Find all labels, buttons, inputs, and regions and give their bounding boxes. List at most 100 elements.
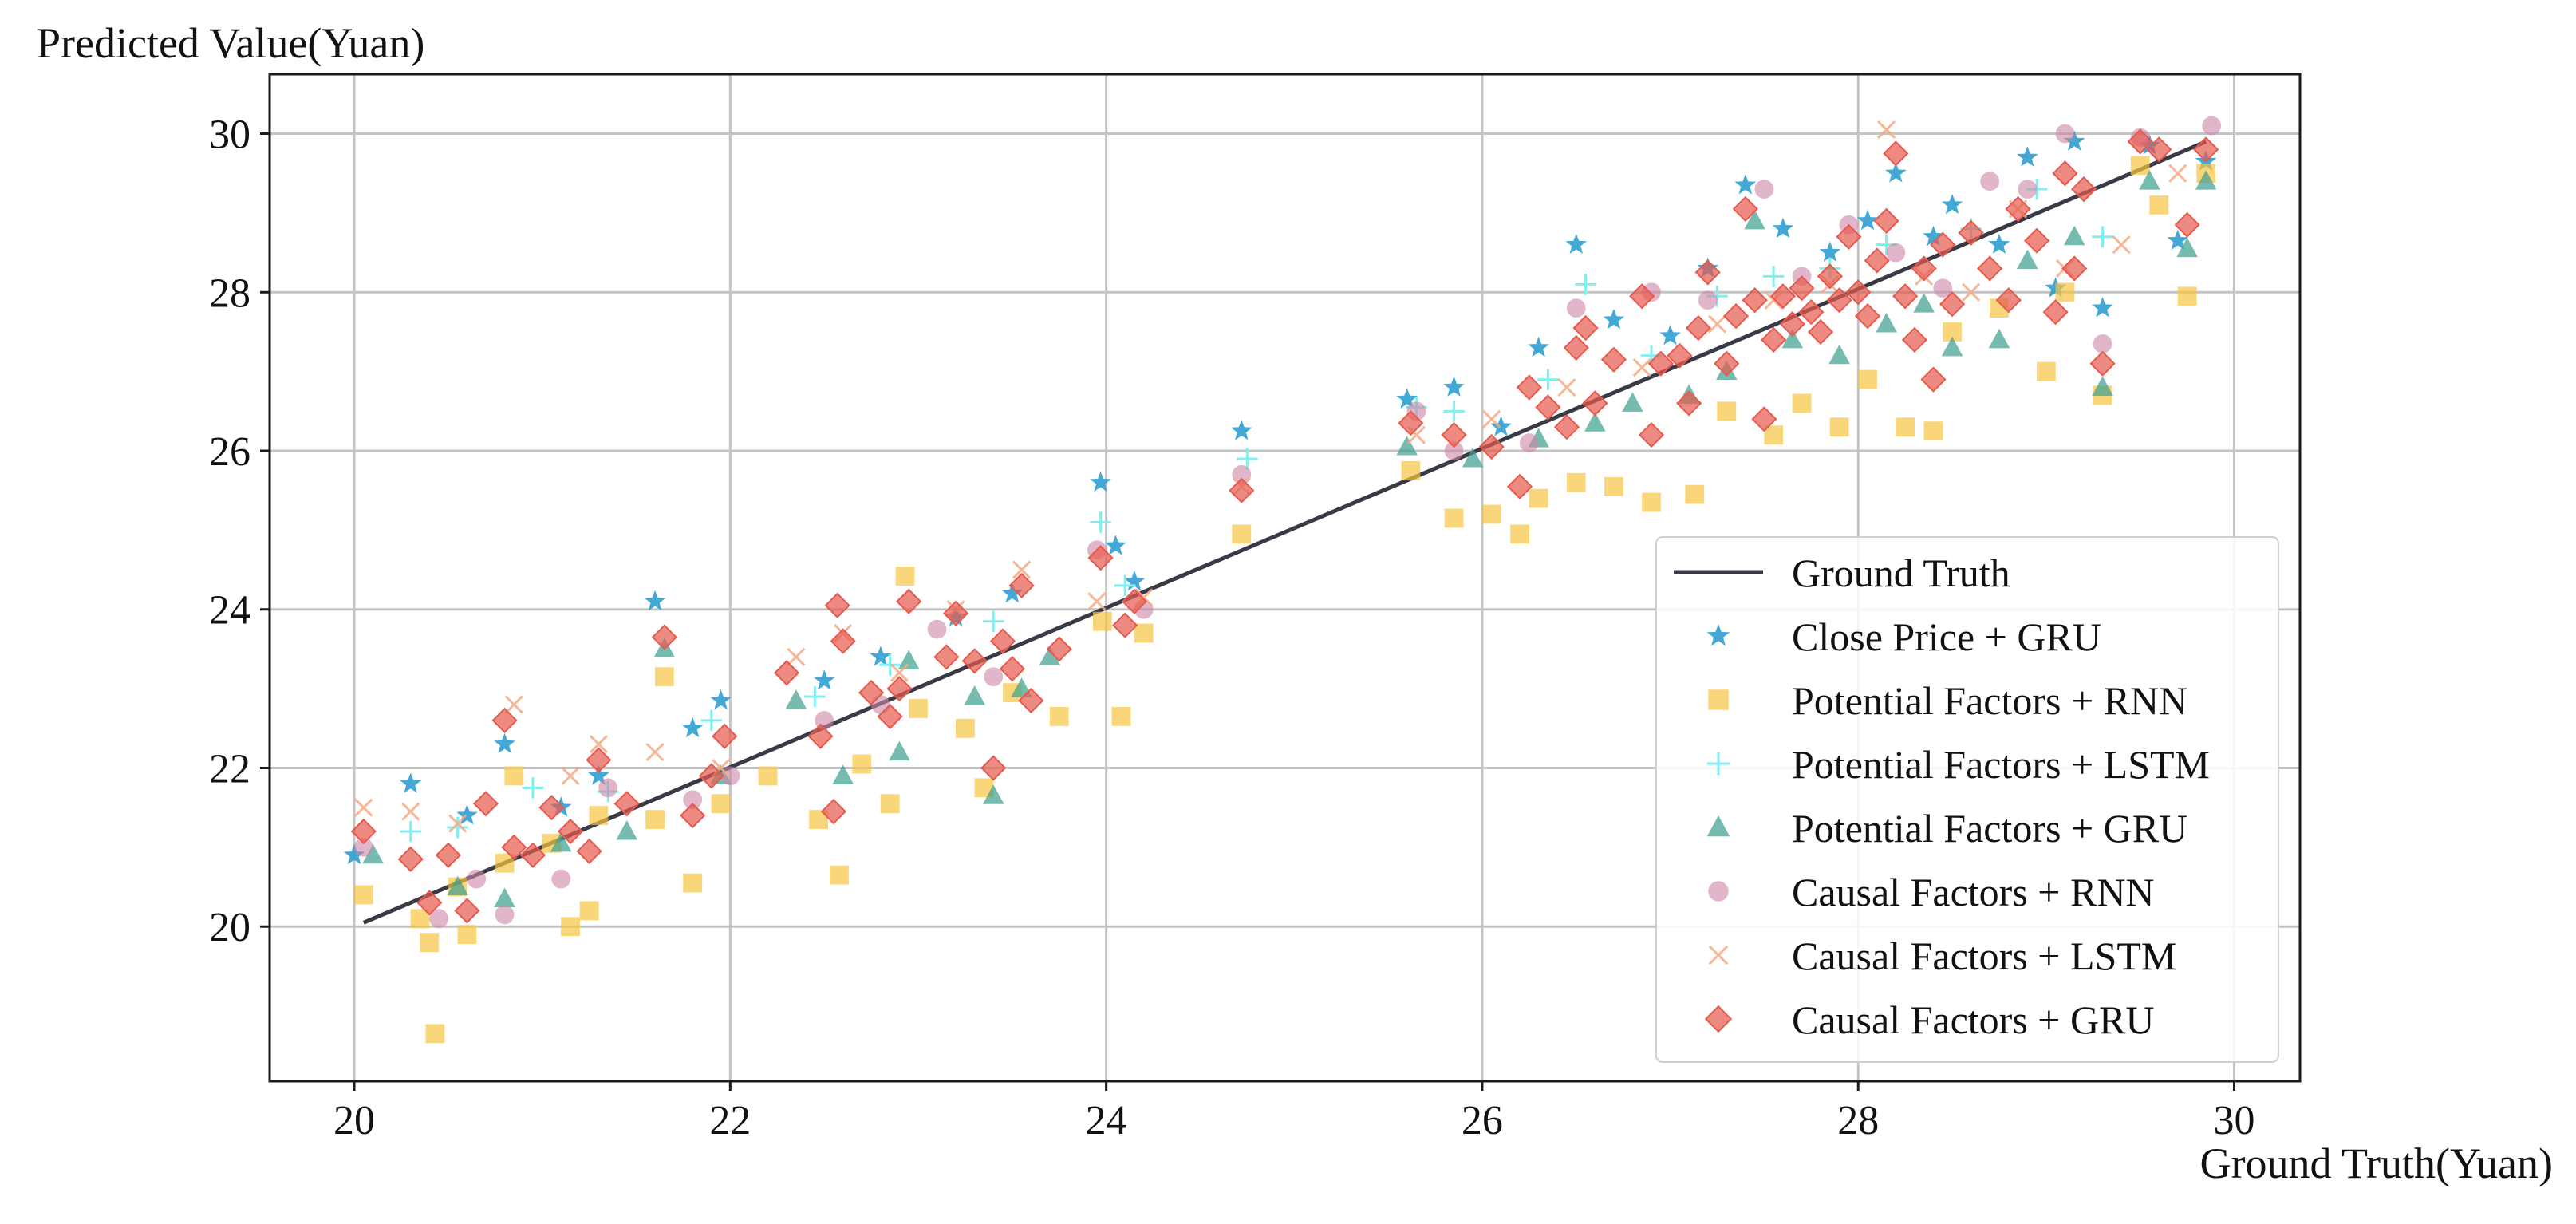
data-point bbox=[579, 901, 599, 921]
data-point bbox=[1396, 436, 1418, 456]
data-point bbox=[2005, 195, 2031, 223]
legend: Ground Truth Close Price + GRU Potential F… bbox=[1655, 536, 2279, 1063]
data-point bbox=[1685, 314, 1712, 342]
data-point bbox=[1528, 336, 1549, 357]
data-point bbox=[494, 732, 515, 753]
data-point bbox=[350, 818, 377, 845]
data-point bbox=[1772, 217, 1794, 239]
data-point bbox=[832, 764, 854, 784]
data-point bbox=[1717, 401, 1737, 421]
data-point bbox=[1090, 511, 1111, 533]
data-point bbox=[1877, 120, 1896, 140]
legend-label: Ground Truth bbox=[1792, 551, 2010, 595]
data-point bbox=[1995, 287, 2022, 314]
data-point bbox=[2202, 116, 2222, 136]
data-point bbox=[1481, 504, 1501, 524]
data-point bbox=[824, 592, 850, 618]
x-tick-label: 24 bbox=[1086, 1098, 1127, 1143]
y-tick-label: 28 bbox=[209, 270, 250, 316]
legend-marker-triangle bbox=[1706, 815, 1730, 837]
data-point bbox=[1829, 417, 1849, 437]
data-point bbox=[1798, 298, 1825, 326]
legend-label: Causal Factors + LSTM bbox=[1792, 934, 2176, 978]
data-point bbox=[353, 885, 373, 905]
data-point bbox=[1886, 243, 1906, 263]
data-point bbox=[1941, 194, 1963, 215]
data-point bbox=[807, 723, 834, 749]
legend-label: Potential Factors + RNN bbox=[1792, 678, 2187, 723]
data-point bbox=[362, 843, 384, 864]
data-point bbox=[2177, 286, 2197, 306]
data-point bbox=[1742, 287, 1768, 314]
legend-box bbox=[1655, 536, 2279, 1063]
data-point bbox=[1134, 623, 1154, 643]
data-point bbox=[896, 588, 922, 614]
data-point bbox=[2092, 297, 2113, 318]
data-point bbox=[982, 784, 1004, 804]
legend-label: Potential Factors + LSTM bbox=[1792, 742, 2210, 787]
data-point bbox=[645, 810, 665, 829]
data-point bbox=[1566, 298, 1586, 318]
data-point bbox=[2176, 237, 2198, 258]
data-point bbox=[557, 818, 584, 845]
data-point bbox=[1828, 344, 1850, 365]
data-point bbox=[1732, 195, 1758, 223]
data-point bbox=[813, 669, 835, 690]
data-point bbox=[858, 679, 885, 706]
y-tick-label: 24 bbox=[209, 588, 250, 634]
data-point bbox=[773, 660, 800, 686]
data-point bbox=[1232, 464, 1252, 484]
data-point bbox=[1858, 369, 1877, 389]
data-point bbox=[1941, 336, 1963, 357]
data-point bbox=[1039, 646, 1061, 665]
data-point bbox=[2146, 136, 2172, 163]
data-point bbox=[1958, 219, 1984, 246]
data-point bbox=[955, 718, 975, 738]
data-point bbox=[989, 628, 1016, 654]
data-point bbox=[1012, 560, 1032, 579]
data-point bbox=[429, 909, 448, 929]
data-point bbox=[1401, 460, 1421, 480]
data-point bbox=[1901, 326, 1928, 353]
data-point bbox=[586, 747, 612, 773]
data-point bbox=[1769, 283, 1797, 310]
data-point bbox=[927, 619, 947, 639]
data-point bbox=[1008, 572, 1035, 599]
data-point bbox=[980, 755, 1007, 781]
data-point bbox=[1575, 274, 1596, 295]
data-point bbox=[1892, 283, 1919, 310]
data-point bbox=[447, 875, 468, 896]
series-diamond bbox=[350, 128, 2219, 924]
data-point bbox=[1046, 636, 1072, 662]
data-point bbox=[589, 735, 608, 754]
data-point bbox=[457, 925, 477, 945]
data-point bbox=[889, 740, 910, 761]
axis-ticks: 20 22 24 26 28 30 20 22 24 26 28 30 bbox=[209, 113, 2255, 1143]
data-point bbox=[435, 842, 461, 868]
data-point bbox=[1232, 524, 1252, 544]
data-point bbox=[519, 842, 546, 868]
data-point bbox=[2168, 164, 2187, 183]
data-point bbox=[1761, 326, 1787, 353]
data-point bbox=[1632, 358, 1651, 377]
data-point bbox=[454, 898, 480, 924]
data-point bbox=[401, 802, 420, 821]
data-point bbox=[933, 644, 960, 670]
data-point bbox=[2023, 227, 2050, 254]
data-point bbox=[1854, 302, 1881, 330]
data-point bbox=[1001, 582, 1024, 603]
data-point bbox=[1676, 390, 1702, 417]
data-point bbox=[1600, 346, 1627, 373]
legend-marker-star bbox=[1706, 624, 1730, 646]
data-point bbox=[1444, 508, 1464, 528]
data-point bbox=[522, 777, 544, 799]
data-point bbox=[494, 887, 515, 907]
y-tick-label: 22 bbox=[209, 746, 250, 792]
data-point bbox=[2089, 350, 2116, 377]
x-axis-label: Ground Truth(Yuan) bbox=[2199, 1139, 2553, 1187]
data-point bbox=[1535, 394, 1561, 421]
legend-marker-diamond bbox=[1704, 1005, 1733, 1033]
data-point bbox=[2061, 255, 2088, 282]
